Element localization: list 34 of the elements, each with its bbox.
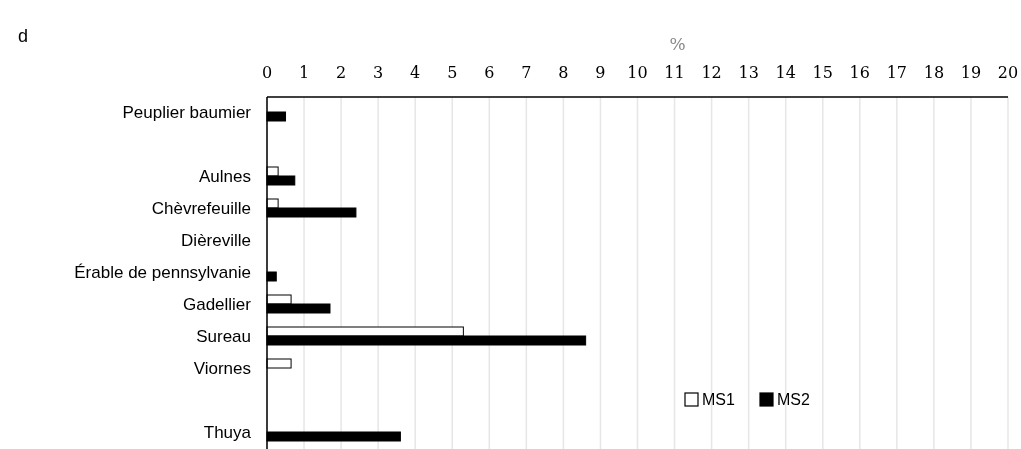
chart-title: % [669, 34, 686, 54]
y-tick-label: Gadellier [182, 295, 252, 314]
legend-label: MS1 [702, 391, 735, 408]
x-tick-label: 6 [484, 63, 495, 82]
y-tick-label: Chèvrefeuille [151, 199, 251, 218]
x-tick-label: 16 [849, 63, 870, 82]
x-tick-label: 18 [923, 63, 945, 82]
y-tick-label: Peuplier baumier [122, 103, 252, 122]
x-tick-label: 9 [595, 63, 606, 82]
y-tick-label: Aulnes [199, 167, 251, 186]
x-tick-label: 12 [701, 63, 722, 82]
x-tick-label: 10 [627, 63, 648, 82]
x-tick-label: 2 [336, 63, 347, 82]
y-tick-label: Viornes [193, 359, 251, 378]
x-tick-label: 19 [960, 63, 982, 82]
text: d [18, 26, 29, 46]
y-tick-label: Érable de pennsylvanie [74, 263, 251, 282]
y-tick-label: Sureau [196, 327, 251, 346]
x-tick-label: 13 [738, 63, 759, 82]
x-tick-label: 3 [373, 63, 384, 82]
x-tick-label: 0 [261, 63, 273, 82]
x-tick-label: 1 [298, 63, 310, 82]
y-tick-label: Dièreville [181, 231, 251, 250]
x-tick-label: 5 [447, 63, 458, 82]
x-tick-label: 17 [886, 63, 908, 82]
x-tick-label: 15 [812, 63, 833, 82]
x-tick-label: 14 [775, 63, 796, 82]
x-tick-label: 4 [410, 63, 421, 82]
legend-label: MS2 [777, 391, 810, 408]
y-tick-label: Thuya [203, 423, 252, 442]
x-tick-label: 8 [558, 63, 569, 82]
x-tick-label: 11 [664, 63, 685, 82]
x-tick-label: 20 [997, 63, 1019, 82]
x-tick-label: 7 [521, 63, 532, 82]
